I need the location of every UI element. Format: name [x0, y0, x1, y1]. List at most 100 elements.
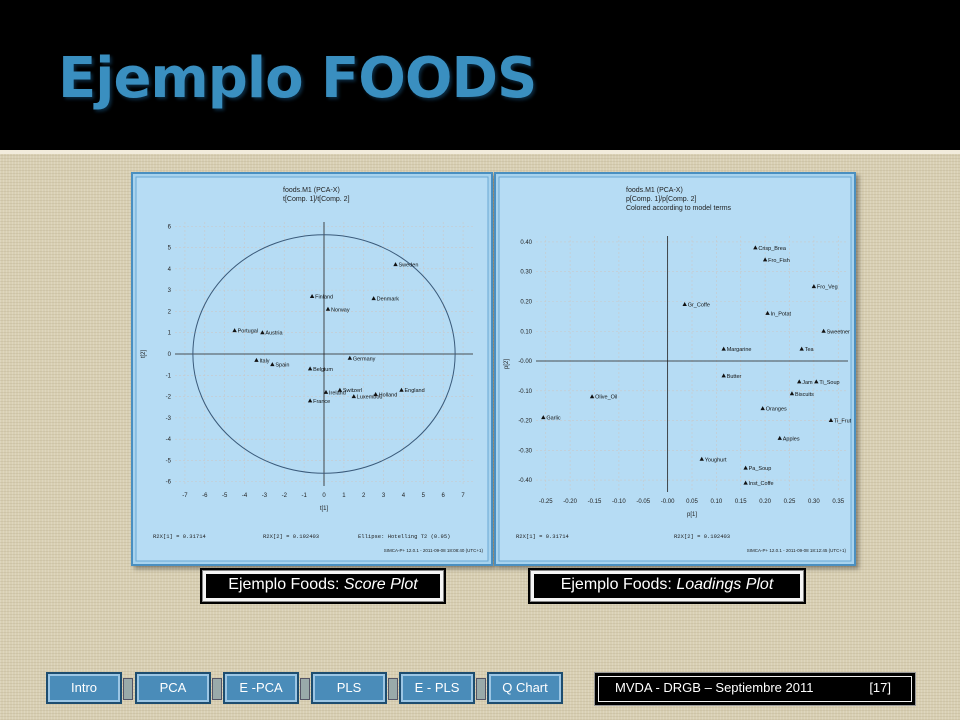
simca-timestamp: SIMCA-P+ 12.0.1 - 2011-09-08 18:12:45 (U…: [747, 548, 847, 553]
x-tick-label: -3: [262, 493, 268, 499]
x-tick-label: 3: [382, 493, 386, 499]
data-point-label: Inst_Coffe: [749, 481, 774, 487]
caption-prefix: Ejemplo Foods:: [560, 576, 677, 593]
data-point-label: Pa_Soup: [749, 466, 772, 472]
loadings-plot: foods.M1 (PCA-X) p[Comp. 1]/p[Comp. 2] Col…: [496, 174, 854, 564]
data-point-marker: [821, 328, 826, 333]
y-tick-label: 1: [168, 331, 172, 337]
data-point-marker: [351, 394, 356, 399]
loadings-plot-caption: Ejemplo Foods: Loadings Plot: [528, 568, 806, 604]
footer-text: MVDA - DRGB – Septiembre 2011: [615, 680, 814, 695]
data-point-marker: [797, 379, 802, 384]
y-tick-label: -5: [166, 458, 172, 464]
nav-q-chart-button[interactable]: Q Chart: [487, 672, 563, 704]
x-tick-label: 6: [442, 493, 446, 499]
data-point-label: Ti_Frut: [834, 419, 852, 425]
y-tick-label: 5: [168, 246, 172, 252]
data-point-label: Ireland: [329, 390, 346, 396]
chart-header-line: t[Comp. 1]/t[Comp. 2]: [283, 196, 350, 203]
data-point-label: Ti_Soup: [819, 380, 839, 386]
data-point-marker: [682, 301, 687, 306]
data-point-marker: [393, 262, 398, 267]
y-tick-label: -3: [166, 416, 172, 422]
plot-area-frame: [498, 176, 852, 562]
r2x2-text: R2X[2] = 0.192403: [674, 533, 730, 540]
data-point-label: Italy: [259, 358, 269, 364]
data-point-marker: [541, 415, 546, 420]
x-tick-label: -0.10: [612, 499, 626, 505]
data-point-marker: [743, 480, 748, 485]
x-tick-label: -1: [301, 493, 307, 499]
y-tick-label: 0.30: [520, 270, 532, 276]
r2x1-text: R2X[1] = 0.31714: [516, 533, 570, 540]
data-point-marker: [828, 418, 834, 423]
x-tick-label: 0.15: [735, 499, 747, 505]
simca-timestamp: SIMCA-P+ 12.0.1 - 2011-09-08 18:08:40 (U…: [384, 548, 484, 553]
data-point-label: Finland: [315, 295, 333, 301]
data-point-marker: [799, 346, 804, 351]
x-tick-label: -0.20: [563, 499, 577, 505]
data-point-label: Youghurt: [705, 457, 727, 463]
y-axis-label: p[2]: [504, 359, 510, 369]
y-tick-label: -0.10: [518, 389, 532, 395]
caption-italic: Loadings Plot: [676, 576, 774, 593]
caption-italic: Score Plot: [343, 576, 418, 593]
x-tick-label: 0.35: [832, 499, 844, 505]
data-point-marker: [270, 362, 275, 367]
chart-header-line: p[Comp. 1]/p[Comp. 2]: [626, 196, 696, 203]
y-tick-label: 4: [168, 267, 172, 273]
y-axis-label: t[2]: [141, 350, 147, 359]
nav-pls-button[interactable]: PLS: [311, 672, 398, 704]
y-tick-label: 6: [168, 224, 172, 230]
y-tick-label: -0.00: [518, 359, 532, 365]
hotelling-ellipse: [192, 234, 456, 474]
data-point-marker: [760, 406, 765, 411]
x-axis-label: t[1]: [320, 506, 329, 512]
nav-intro-button[interactable]: Intro: [46, 672, 133, 704]
data-point-label: Germany: [353, 356, 376, 362]
data-point-marker: [347, 355, 353, 360]
x-tick-label: -5: [222, 493, 228, 499]
nav-pca-button[interactable]: PCA: [135, 672, 222, 704]
title-bar: Ejemplo FOODS: [0, 0, 960, 154]
x-tick-label: -0.00: [661, 499, 675, 505]
nav-e-pca-button[interactable]: E -PCA: [223, 672, 310, 704]
score-plot: foods.M1 (PCA-X) t[Comp. 1]/t[Comp. 2] -7 -…: [133, 174, 491, 564]
chart-header-line: foods.M1 (PCA-X): [283, 187, 340, 194]
data-point-marker: [323, 389, 329, 394]
data-point-label: Portugal: [238, 329, 259, 335]
score-plot-panel: foods.M1 (PCA-X) t[Comp. 1]/t[Comp. 2] -7 -…: [131, 172, 493, 566]
y-tick-label: 0.20: [520, 299, 532, 305]
y-tick-label: -0.20: [518, 419, 532, 425]
x-tick-label: 0.20: [759, 499, 771, 505]
data-point-label: In_Potat: [771, 311, 792, 317]
y-tick-label: -0.40: [518, 478, 532, 484]
data-point-marker: [254, 357, 259, 362]
chart-header-line: Colored according to model terms: [626, 205, 732, 212]
data-point-label: Spain: [275, 363, 289, 369]
x-tick-label: -6: [202, 493, 208, 499]
data-point-label: Gr_Coffe: [688, 302, 710, 308]
data-point-label: Holland: [379, 392, 398, 398]
data-point-label: Fro_Veg: [817, 285, 838, 291]
x-tick-label: 7: [461, 493, 465, 499]
data-point-marker: [325, 306, 331, 311]
y-tick-label: -2: [166, 395, 172, 401]
data-point-label: Fro_Fish: [768, 258, 790, 264]
y-tick-label: -1: [166, 373, 172, 379]
slide-title: Ejemplo FOODS: [58, 46, 537, 111]
data-point-marker: [307, 366, 313, 371]
nav-e-pls-button[interactable]: E - PLS: [399, 672, 486, 704]
data-point-marker: [232, 328, 237, 333]
data-point-label: France: [313, 399, 330, 405]
data-point-marker: [777, 435, 782, 440]
plot-area-frame: [135, 176, 489, 562]
r2x2-text: R2X[2] = 0.192403: [263, 533, 319, 540]
x-tick-label: 5: [422, 493, 426, 499]
data-point-label: Luxembou: [357, 395, 383, 401]
data-point-label: Apples: [783, 436, 800, 442]
data-point-marker: [789, 391, 795, 396]
x-tick-label: -7: [182, 493, 188, 499]
x-tick-label: 0.10: [711, 499, 723, 505]
x-tick-label: 1: [342, 493, 346, 499]
